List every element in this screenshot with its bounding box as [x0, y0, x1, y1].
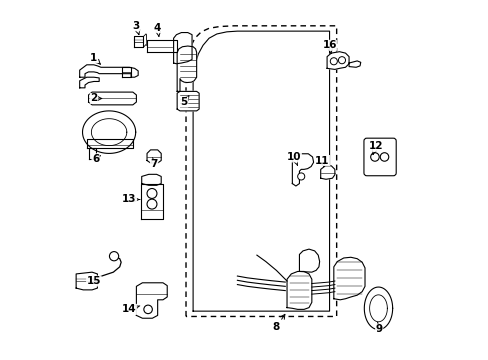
FancyBboxPatch shape	[363, 138, 395, 176]
Circle shape	[370, 153, 378, 161]
Polygon shape	[348, 61, 360, 67]
Polygon shape	[136, 283, 167, 318]
Circle shape	[147, 199, 157, 209]
Text: 6: 6	[92, 154, 100, 164]
Circle shape	[380, 153, 388, 161]
Polygon shape	[82, 111, 135, 153]
Polygon shape	[141, 184, 163, 219]
Polygon shape	[147, 150, 161, 163]
Polygon shape	[177, 91, 199, 111]
Polygon shape	[173, 32, 192, 64]
Polygon shape	[142, 174, 161, 185]
Polygon shape	[292, 154, 313, 186]
Circle shape	[143, 305, 152, 314]
Polygon shape	[80, 77, 99, 88]
Text: 11: 11	[315, 156, 329, 167]
Polygon shape	[177, 46, 196, 91]
Polygon shape	[88, 92, 136, 105]
Circle shape	[329, 58, 337, 65]
Circle shape	[147, 189, 157, 198]
Text: 7: 7	[150, 158, 158, 169]
Text: 8: 8	[272, 314, 285, 332]
Text: 15: 15	[86, 276, 101, 286]
Text: 4: 4	[154, 23, 161, 36]
Polygon shape	[88, 148, 96, 159]
Polygon shape	[320, 166, 334, 179]
Circle shape	[338, 57, 345, 64]
Text: 12: 12	[367, 141, 382, 154]
Polygon shape	[80, 65, 138, 77]
Polygon shape	[122, 67, 131, 77]
Text: 5: 5	[180, 96, 188, 107]
Polygon shape	[326, 52, 348, 69]
Circle shape	[297, 173, 304, 180]
Polygon shape	[76, 272, 97, 290]
Text: 10: 10	[286, 152, 301, 165]
Text: 3: 3	[133, 21, 140, 35]
Polygon shape	[134, 36, 143, 47]
Text: 13: 13	[122, 194, 140, 204]
Polygon shape	[286, 271, 311, 309]
Polygon shape	[333, 257, 364, 300]
Polygon shape	[147, 40, 177, 52]
Polygon shape	[364, 287, 392, 329]
Polygon shape	[86, 139, 133, 148]
Text: 14: 14	[122, 304, 140, 314]
Polygon shape	[299, 249, 319, 272]
Text: 2: 2	[90, 94, 102, 103]
Text: 1: 1	[90, 53, 100, 64]
Text: 9: 9	[375, 323, 382, 334]
Text: 16: 16	[322, 40, 336, 54]
Circle shape	[109, 252, 119, 261]
